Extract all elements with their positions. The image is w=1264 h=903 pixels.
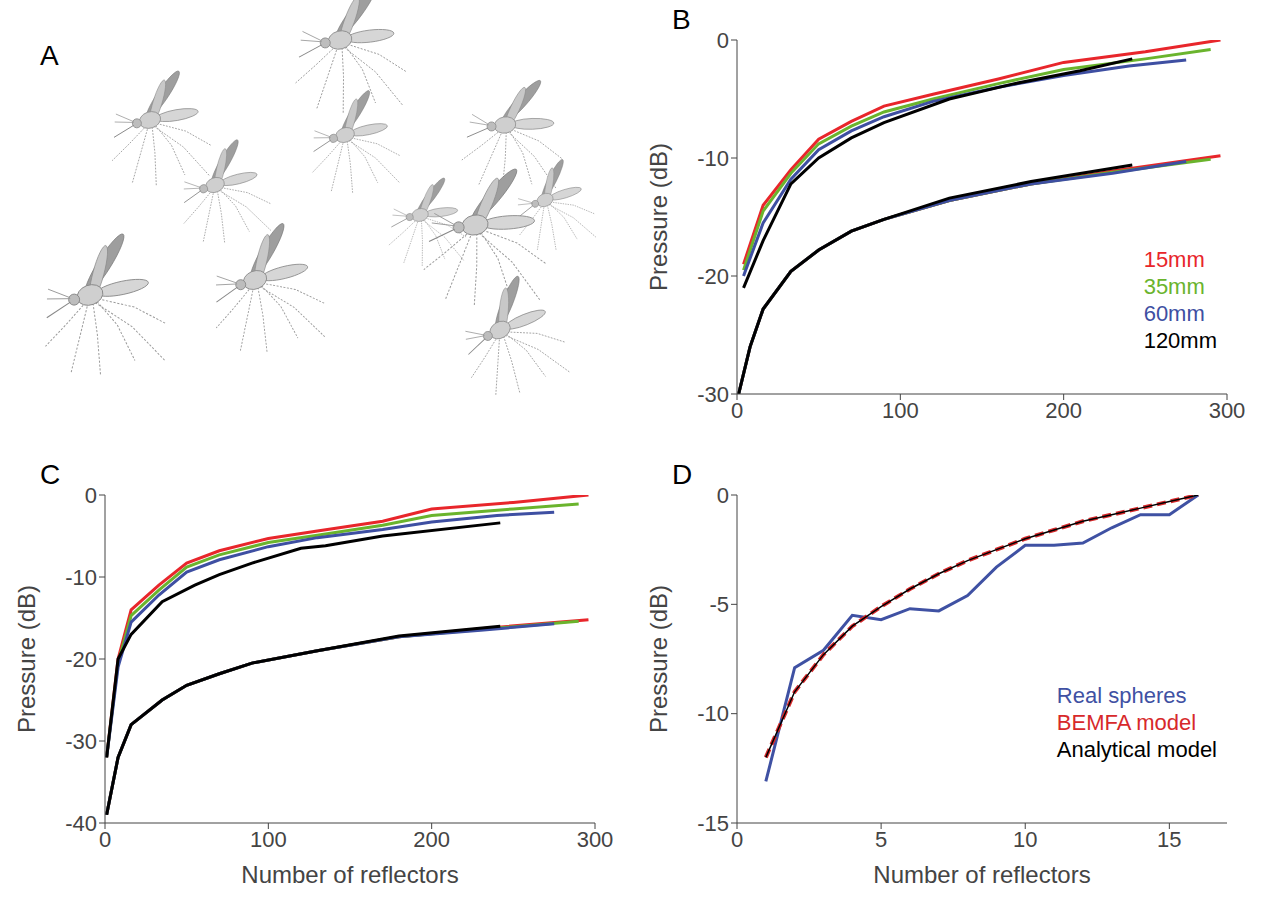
svg-text:5: 5 — [875, 827, 887, 852]
html-text:35mm: 35mm — [1143, 274, 1205, 299]
svg-text:10: 10 — [1013, 827, 1037, 852]
svg-text:Pressure (dB): Pressure (dB) — [13, 585, 40, 733]
svg-text:-20: -20 — [697, 264, 729, 289]
svg-text:0: 0 — [85, 483, 97, 508]
svg-text:Number of reflectors: Number of reflectors — [873, 861, 1090, 888]
svg-text:0: 0 — [99, 827, 111, 852]
svg-text:100: 100 — [882, 398, 919, 423]
html-text:C: C — [40, 459, 61, 490]
svg-text:-30: -30 — [65, 729, 97, 754]
svg-text:-10: -10 — [65, 565, 97, 590]
svg-text:0: 0 — [717, 483, 729, 508]
svg-text:0: 0 — [731, 827, 743, 852]
html-text:Analytical model: Analytical model — [1056, 737, 1217, 762]
html-text:Real spheres: Real spheres — [1056, 683, 1187, 708]
svg-text:-30: -30 — [697, 382, 729, 407]
svg-text:-10: -10 — [697, 701, 729, 726]
svg-text:-40: -40 — [65, 811, 97, 836]
svg-text:300: 300 — [1209, 398, 1246, 423]
svg-text:0: 0 — [731, 398, 743, 423]
svg-text:-10: -10 — [697, 146, 729, 171]
svg-text:-20: -20 — [65, 647, 97, 672]
svg-text:Pressure (dB): Pressure (dB) — [645, 143, 672, 291]
svg-text:0: 0 — [717, 28, 729, 53]
svg-text:-5: -5 — [709, 592, 729, 617]
svg-text:200: 200 — [413, 827, 450, 852]
html-text:60mm: 60mm — [1143, 301, 1205, 326]
svg-text:15: 15 — [1157, 827, 1181, 852]
svg-text:Number of reflectors: Number of reflectors — [241, 861, 458, 888]
html-text:B: B — [672, 4, 691, 35]
html-text:15mm: 15mm — [1143, 247, 1205, 272]
html-text:D: D — [672, 459, 693, 490]
svg-text:-15: -15 — [697, 811, 729, 836]
svg-text:300: 300 — [577, 827, 614, 852]
html-text:120mm: 120mm — [1143, 328, 1217, 353]
html-text:A: A — [40, 40, 59, 71]
svg-text:200: 200 — [1045, 398, 1082, 423]
svg-text:100: 100 — [250, 827, 287, 852]
svg-text:Pressure (dB): Pressure (dB) — [645, 585, 672, 733]
html-text:BEMFA model: BEMFA model — [1056, 710, 1197, 735]
